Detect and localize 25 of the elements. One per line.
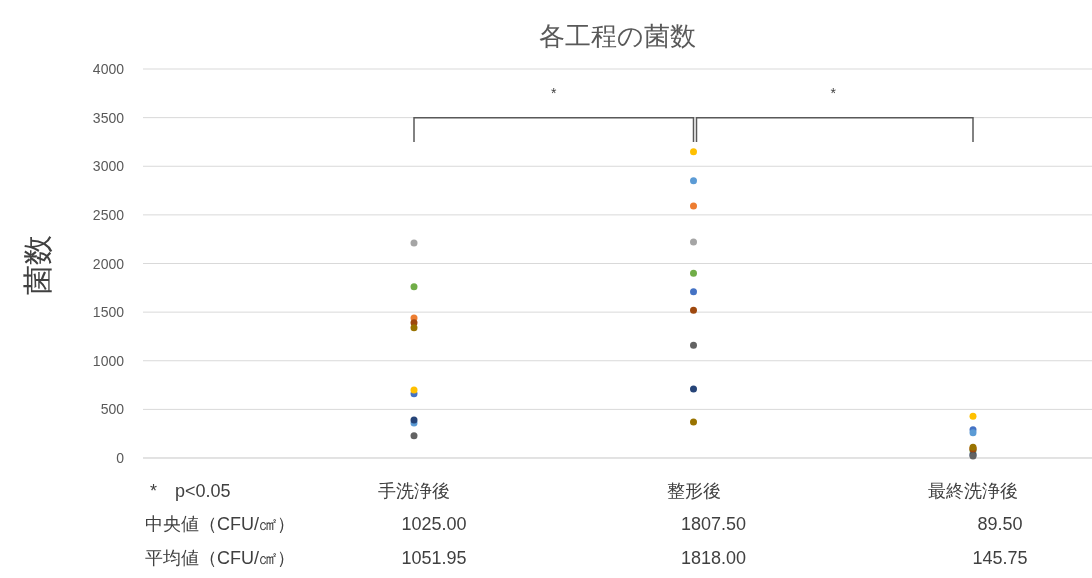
y-axis-title: 菌数 <box>21 235 54 295</box>
text: 1818.00 <box>680 548 747 568</box>
x-tick-label: 最終洗浄後 <box>928 481 1018 501</box>
text: 1025.00 <box>401 514 467 534</box>
y-tick-label: 500 <box>100 401 125 418</box>
y-tick-label: 2000 <box>92 255 125 272</box>
text: 89.50 <box>977 514 1023 534</box>
annotation: * <box>830 85 837 102</box>
text: 145.75 <box>972 548 1028 568</box>
y-tick-label: 3000 <box>92 158 125 175</box>
y-tick-label: 1000 <box>92 352 125 369</box>
x-tick-label: 整形後 <box>666 481 721 501</box>
text: 中央値（CFU/㎠） <box>145 514 295 534</box>
text: 1051.95 <box>401 548 467 568</box>
y-tick-label: 4000 <box>92 61 125 77</box>
y-tick-label: 2500 <box>92 206 125 223</box>
x-tick-label: 手洗浄後 <box>378 481 450 501</box>
text: * p<0.05 <box>150 481 231 501</box>
text: 1807.50 <box>680 514 747 534</box>
y-tick-label: 0 <box>116 450 125 466</box>
y-tick-label: 1500 <box>92 304 125 321</box>
annotation: * <box>551 85 558 102</box>
y-tick-label: 3500 <box>92 109 125 126</box>
chart-title: 各工程の菌数 <box>538 21 696 51</box>
text: 平均値（CFU/㎠） <box>145 548 295 568</box>
